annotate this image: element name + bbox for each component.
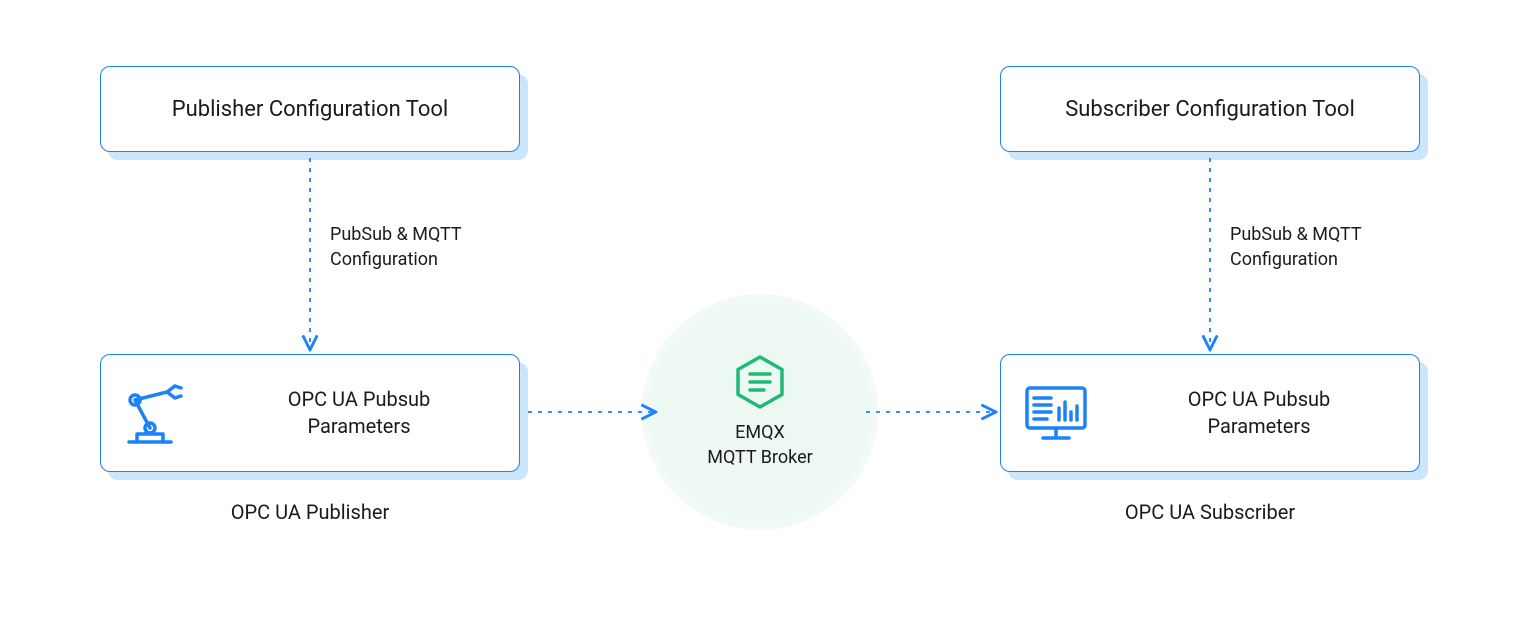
subscriber-under-label: OPC UA Subscriber [1000, 500, 1420, 524]
publisher-under-label: OPC UA Publisher [100, 500, 520, 524]
broker-circle: EMQX MQTT Broker [642, 294, 878, 530]
broker-label: EMQX MQTT Broker [707, 420, 812, 470]
robot-arm-icon [121, 378, 191, 448]
subscriber-config-tool-box: Subscriber Configuration Tool [1000, 66, 1420, 152]
publisher-param-label: OPC UA Pubsub Parameters [219, 386, 499, 440]
subscriber-param-label: OPC UA Pubsub Parameters [1119, 386, 1399, 440]
publisher-config-tool-label: Publisher Configuration Tool [172, 97, 449, 122]
emqx-hex-icon [732, 354, 788, 410]
subscriber-config-label: PubSub & MQTT Configuration [1230, 222, 1362, 272]
publisher-config-label: PubSub & MQTT Configuration [330, 222, 462, 272]
publisher-config-tool-box: Publisher Configuration Tool [100, 66, 520, 152]
subscriber-config-tool-label: Subscriber Configuration Tool [1065, 97, 1355, 122]
publisher-param-box: OPC UA Pubsub Parameters [100, 354, 520, 472]
subscriber-param-box: OPC UA Pubsub Parameters [1000, 354, 1420, 472]
dashboard-monitor-icon [1021, 378, 1091, 448]
